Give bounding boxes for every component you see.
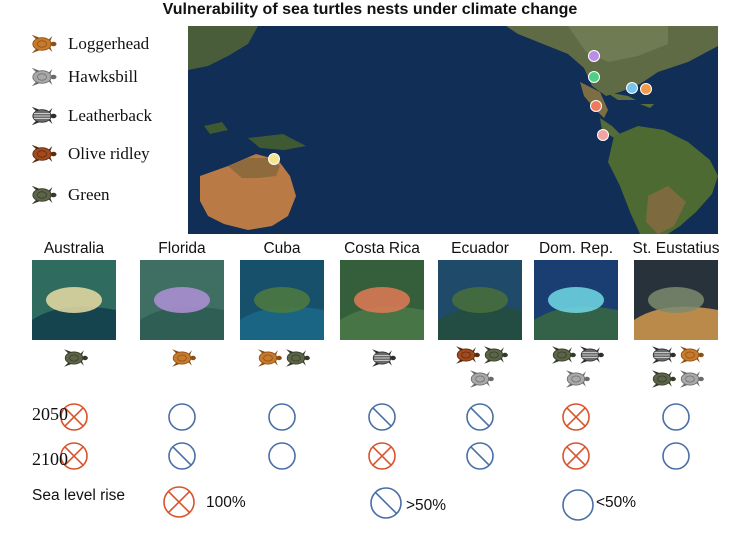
map-marker-florida [588, 50, 600, 62]
map-marker-australia [268, 153, 280, 165]
legend-label: Hawksbill [68, 67, 138, 86]
slr-key-label-low: <50% [596, 494, 637, 511]
slr-key-label-high: 100% [206, 494, 246, 511]
legend-item-leatherback: Leatherback [22, 103, 152, 129]
world-map-satellite [188, 26, 718, 234]
hawksbill-turtle-icon [680, 370, 704, 388]
site-label-costa-rica: Costa Rica [344, 240, 420, 257]
slr-symbol-australia-2100 [59, 441, 89, 471]
map-marker-cuba [588, 71, 600, 83]
slr-key-title: Sea level rise [32, 487, 126, 504]
map-marker-st-eustatius [640, 83, 652, 95]
leatherback-turtle-icon [31, 106, 57, 126]
green-turtle-icon [286, 349, 310, 367]
hawksbill-turtle-icon [31, 67, 57, 87]
legend-label: Loggerhead [68, 34, 150, 53]
hawksbill-turtle-icon [470, 370, 494, 388]
map-marker-ecuador [597, 129, 609, 141]
slr-symbol-ecuador-2050 [465, 402, 495, 432]
slr-symbol-dom-rep-2050 [561, 402, 591, 432]
slr-symbol-florida-2100 [167, 441, 197, 471]
site-turtles-cuba [232, 345, 332, 395]
slr-symbol-cuba-2050 [267, 402, 297, 432]
year-label-2050: 2050 [32, 404, 68, 424]
figure-title: Vulnerability of sea turtles nests under… [162, 1, 578, 18]
hawksbill-turtle-icon [566, 370, 590, 388]
slr-symbol-australia-2050 [59, 402, 89, 432]
slr-key-label-medium: >50% [406, 497, 447, 514]
site-label-florida: Florida [158, 240, 206, 257]
slr-symbol-st-eustatius-2100 [661, 441, 691, 471]
site-label-australia: Australia [43, 240, 105, 257]
map-marker-dom-rep [626, 82, 638, 94]
slr-symbol-cuba-2100 [267, 441, 297, 471]
map-marker-costa-rica [590, 100, 602, 112]
green-turtle-icon [64, 349, 88, 367]
slr-key-symbol-low [561, 488, 595, 522]
slr-symbol-florida-2050 [167, 402, 197, 432]
site-label-st-eustatius: St. Eustatius [632, 240, 720, 257]
site-photo-cuba [240, 260, 324, 340]
slr-symbol-dom-rep-2100 [561, 441, 591, 471]
legend-item-olive-ridley: Olive ridley [22, 141, 150, 167]
olive-ridley-turtle-icon [456, 346, 480, 364]
leatherback-turtle-icon [580, 346, 604, 364]
legend-label: Olive ridley [68, 144, 150, 163]
slr-symbol-st-eustatius-2050 [661, 402, 691, 432]
legend-label: Leatherback [68, 106, 152, 125]
slr-key-symbol-medium [369, 486, 403, 520]
site-photo-australia [32, 260, 116, 340]
site-label-ecuador: Ecuador [451, 240, 509, 257]
site-photo-st-eustatius [634, 260, 718, 340]
leatherback-turtle-icon [372, 349, 396, 367]
slr-symbol-ecuador-2100 [465, 441, 495, 471]
legend-item-green: Green [22, 182, 110, 208]
loggerhead-turtle-icon [31, 34, 57, 54]
green-turtle-icon [484, 346, 508, 364]
green-turtle-icon [552, 346, 576, 364]
leatherback-turtle-icon [652, 346, 676, 364]
site-photo-dom-rep [534, 260, 618, 340]
slr-symbol-costa-rica-2100 [367, 441, 397, 471]
site-photo-florida [140, 260, 224, 340]
loggerhead-turtle-icon [258, 349, 282, 367]
green-turtle-icon [31, 185, 57, 205]
site-turtles-costa-rica [332, 345, 432, 395]
site-turtles-australia [24, 345, 124, 395]
site-turtles-st-eustatius [626, 345, 726, 395]
year-label-2100: 2100 [32, 449, 68, 469]
legend-label: Green [68, 185, 110, 204]
site-turtles-florida [132, 345, 232, 395]
loggerhead-turtle-icon [172, 349, 196, 367]
site-label-dom-rep: Dom. Rep. [538, 240, 614, 257]
legend-item-hawksbill: Hawksbill [22, 64, 138, 90]
site-photo-ecuador [438, 260, 522, 340]
loggerhead-turtle-icon [680, 346, 704, 364]
green-turtle-icon [652, 370, 676, 388]
olive-ridley-turtle-icon [31, 144, 57, 164]
site-turtles-dom-rep [526, 345, 626, 395]
slr-symbol-costa-rica-2050 [367, 402, 397, 432]
site-photo-costa-rica [340, 260, 424, 340]
slr-key-symbol-high [162, 485, 196, 519]
site-turtles-ecuador [430, 345, 530, 395]
site-label-cuba: Cuba [263, 240, 301, 257]
legend-item-loggerhead: Loggerhead [22, 31, 149, 57]
